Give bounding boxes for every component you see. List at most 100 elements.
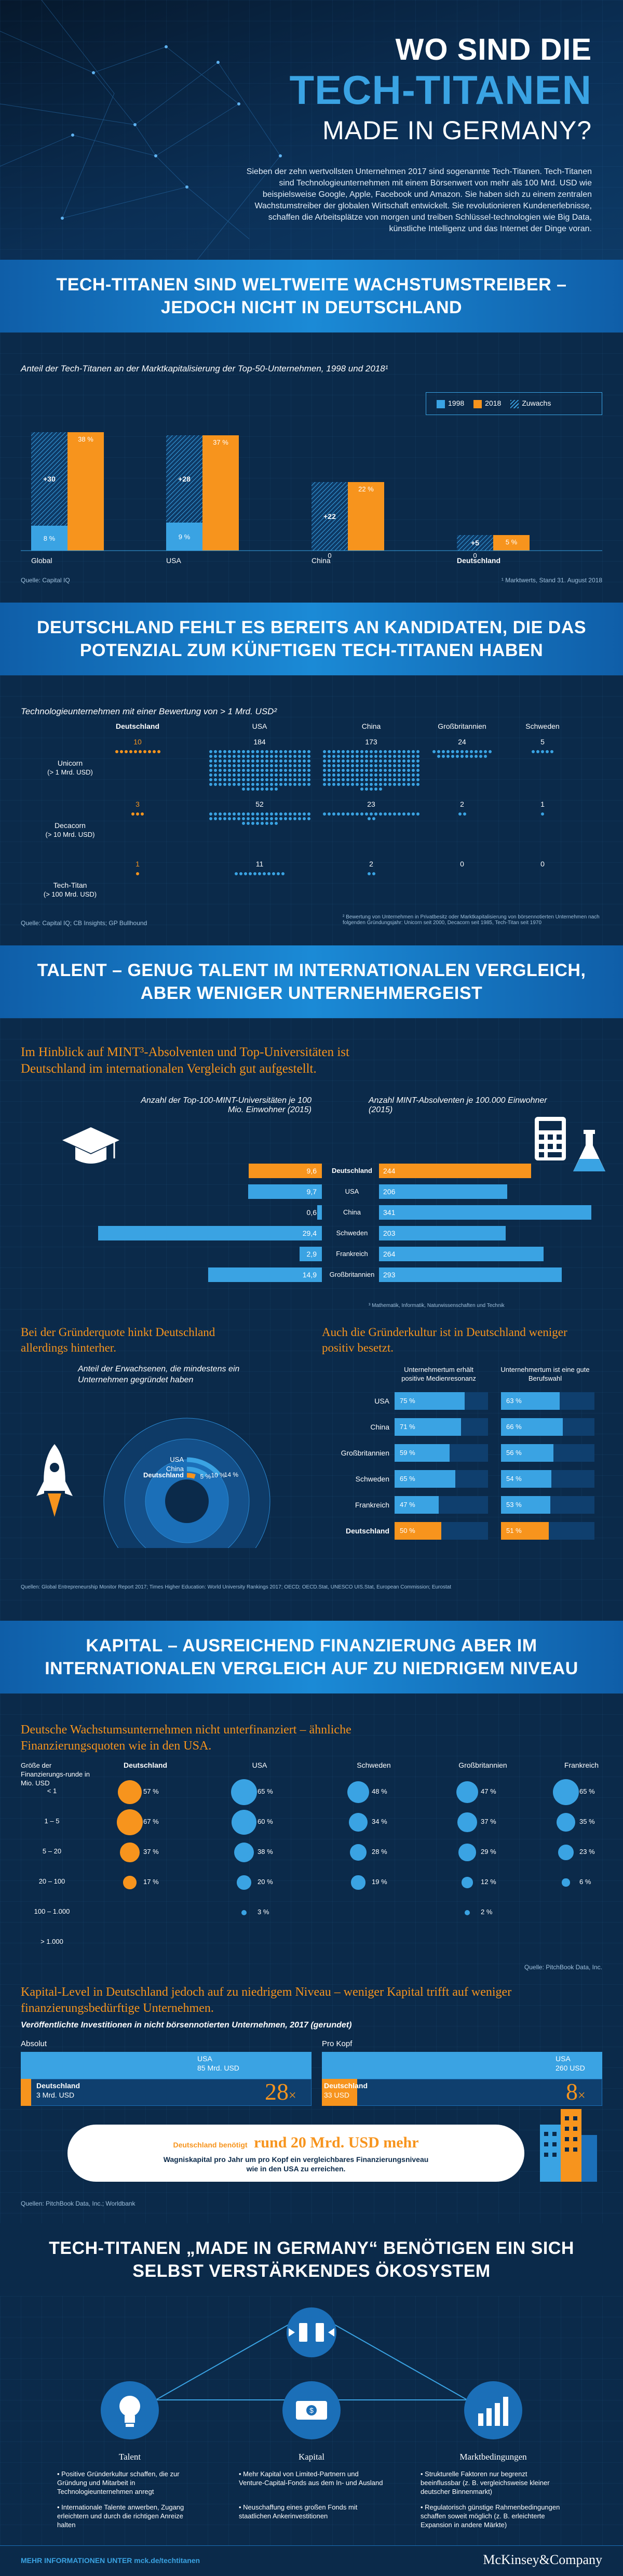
company-dot — [265, 764, 268, 767]
share-value: 3 % — [258, 1908, 269, 1916]
company-dot — [328, 768, 331, 772]
share-value: 34 % — [372, 1818, 387, 1825]
company-dot — [293, 754, 296, 758]
capital-source1: Quelle: PitchBook Data, Inc. — [524, 1964, 602, 1971]
company-dot — [346, 782, 349, 786]
company-dot — [260, 782, 264, 786]
share-value: 20 % — [258, 1878, 273, 1886]
country-label: China — [343, 1208, 361, 1216]
company-dot — [337, 750, 340, 753]
company-dot — [244, 872, 247, 875]
share-bubble — [558, 1845, 574, 1860]
company-dot — [412, 782, 415, 786]
company-dot — [328, 782, 331, 786]
uni-value: 29,4 — [302, 1229, 317, 1237]
legend: 1998 2018 Zuwachs — [426, 392, 602, 415]
culture-bar — [395, 1496, 439, 1514]
dot-cluster — [104, 749, 171, 791]
culture-country: Schweden — [355, 1475, 389, 1483]
company-dot — [209, 754, 212, 758]
company-dot — [274, 787, 278, 791]
callout-big: rund 20 Mrd. USD mehr — [254, 2134, 419, 2151]
company-dot — [133, 750, 137, 753]
company-dot — [372, 817, 375, 820]
company-dot — [323, 750, 326, 753]
company-dot — [416, 812, 419, 816]
category-label: USA — [166, 556, 181, 565]
company-dot — [269, 773, 273, 777]
funding-rounds-matrix: Deutschland USA Schweden Großbritannien Fran… — [0, 1761, 623, 1964]
company-dot — [241, 768, 245, 772]
share-value: 35 % — [579, 1818, 595, 1825]
company-dot — [356, 812, 359, 816]
company-dot — [446, 750, 450, 753]
company-dot — [302, 754, 306, 758]
pillar-title: Marktbedingungen — [459, 2452, 527, 2462]
company-dot — [416, 782, 419, 786]
company-dot — [351, 759, 354, 763]
company-dot — [232, 750, 236, 753]
culture-value: 59 % — [400, 1449, 415, 1457]
culture-country: Frankreich — [355, 1501, 389, 1509]
company-dot — [442, 750, 445, 753]
founder-rings-chart: USA 14 % China 10 % Deutschland 5 % — [103, 1418, 270, 1548]
company-dot — [365, 773, 368, 777]
company-dot — [328, 764, 331, 767]
company-dot — [260, 754, 264, 758]
company-dot — [237, 750, 240, 753]
company-dot — [351, 773, 354, 777]
company-dot — [279, 764, 282, 767]
company-dot — [213, 768, 217, 772]
category-label: Global — [31, 556, 52, 565]
company-dot — [342, 812, 345, 816]
company-dot — [269, 817, 273, 820]
legend-1998: 1998 — [437, 399, 464, 408]
company-dot — [297, 812, 301, 816]
share-bubble — [116, 1809, 143, 1836]
culture-headline: Auch die Gründerkultur ist in Deutschlan… — [322, 1326, 567, 1354]
grad-value: 293 — [383, 1271, 396, 1279]
company-dot — [379, 787, 382, 791]
company-dot — [297, 764, 301, 767]
culture-country: Deutschland — [345, 1527, 389, 1535]
company-dot — [213, 773, 217, 777]
count-value: 2 — [369, 860, 373, 868]
company-dot — [218, 754, 222, 758]
company-dot — [407, 778, 410, 781]
company-dot — [293, 764, 296, 767]
company-dot — [269, 764, 273, 767]
company-dot — [388, 782, 391, 786]
company-dot — [251, 817, 254, 820]
uni-bar — [249, 1164, 322, 1178]
company-dot — [260, 768, 264, 772]
company-dot — [269, 754, 273, 758]
company-dot — [407, 773, 410, 777]
share-bubble — [231, 1779, 257, 1805]
company-dot — [412, 768, 415, 772]
country-header: Deutschland — [115, 722, 159, 730]
uni-value: 9,7 — [306, 1187, 317, 1196]
founder-headline: Bei der Gründerquote hinkt Deutschland a… — [21, 1326, 215, 1354]
company-dot — [342, 759, 345, 763]
company-dot — [119, 750, 123, 753]
intro-text: Sieben der zehn wertvollsten Unternehmen… — [246, 167, 592, 233]
company-dot — [283, 764, 287, 767]
company-dot — [227, 754, 231, 758]
company-dot — [260, 778, 264, 781]
company-dot — [302, 750, 306, 753]
company-dot — [227, 812, 231, 816]
company-dot — [379, 812, 382, 816]
company-dot — [379, 750, 382, 753]
company-dot — [297, 750, 301, 753]
culture-country: China — [370, 1423, 389, 1431]
company-dot — [489, 750, 492, 753]
company-dot — [283, 773, 287, 777]
company-dot — [328, 778, 331, 781]
company-dot — [279, 812, 282, 816]
company-dot — [412, 764, 415, 767]
pillar-bullet: • Strukturelle Faktoren nur begrenzt bee… — [421, 2470, 550, 2495]
more-info-link[interactable]: MEHR INFORMATIONEN UNTER mck.de/techtita… — [21, 2556, 200, 2565]
company-dot — [237, 768, 240, 772]
company-dot — [218, 773, 222, 777]
company-dot — [302, 812, 306, 816]
